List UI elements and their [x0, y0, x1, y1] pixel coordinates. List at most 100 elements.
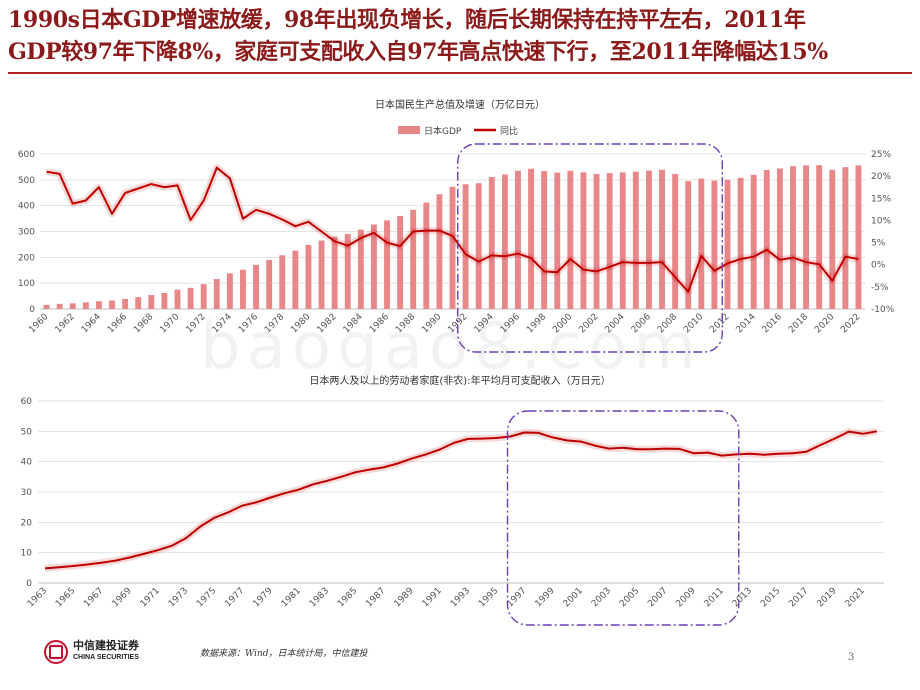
chart1-right-tick: -10% [871, 305, 895, 315]
chart2-title: 日本两人及以上的劳动者家庭(非农):年平均月可支配收入（万日元） [309, 374, 610, 387]
chart1-legend-bar-label: 日本GDP [424, 125, 462, 137]
headline-line-1: 1990s日本GDP增速放缓，98年出现负增长，随后长期保持在持平左右，2011… [8, 7, 806, 33]
chart2-x-tick: 2005 [618, 586, 641, 609]
chart1-bar [528, 168, 535, 309]
chart1-x-tick: 2014 [735, 312, 758, 335]
chart1-left-tick: 200 [18, 253, 35, 263]
chart1-bar [331, 236, 338, 309]
headline: 1990s日本GDP增速放缓，98年出现负增长，随后长期保持在持平左右，2011… [8, 4, 912, 68]
chart1-bar [240, 269, 246, 309]
chart2-y-tick: 30 [21, 488, 33, 498]
chart1-bar [226, 273, 233, 309]
chart2-x-tick: 1979 [252, 586, 275, 609]
chart1-x-tick: 2002 [577, 312, 600, 335]
chart1-x-tick: 1974 [211, 312, 234, 335]
page-number: 3 [848, 652, 855, 663]
chart1-x-tick: 1966 [106, 312, 129, 335]
chart1-bar [737, 177, 744, 309]
chart2-x-tick: 2007 [646, 586, 669, 609]
chart1-bar [475, 183, 482, 309]
chart1-bar [174, 289, 181, 309]
chart1-title: 日本国民生产总值及增速（万亿日元） [375, 98, 545, 111]
chart1-legend-line-label: 同比 [500, 125, 518, 137]
chart1-x-tick: 1994 [473, 312, 496, 335]
chart2-x-tick: 2015 [759, 586, 782, 609]
chart2-x-tick: 2001 [562, 586, 585, 609]
chart1-bar [659, 169, 665, 309]
chart1-bar [200, 284, 207, 309]
chart1-x-tick: 1996 [499, 312, 522, 335]
chart1-bar [161, 292, 168, 309]
chart2-x-tick: 2003 [590, 586, 613, 609]
chart1-bar [410, 209, 417, 309]
chart1-highlight-box [457, 143, 723, 353]
chart2-x-tick: 2013 [731, 586, 754, 609]
chart1-series-line [46, 166, 859, 293]
chart1-x-tick: 1998 [525, 312, 548, 335]
chart1-bar [567, 170, 574, 309]
chart1-bar [357, 229, 364, 309]
chart2-x-tick: 1981 [280, 586, 303, 609]
chart2-y-tick: 60 [21, 397, 33, 407]
chart1-bar [645, 170, 652, 309]
chart2-y-tick: 40 [21, 458, 33, 468]
chart1-x-tick: 2022 [839, 312, 862, 335]
chart1-x-tick: 1990 [420, 312, 443, 335]
chart1-bar [449, 186, 456, 309]
chart1-bar [724, 179, 731, 309]
headline-rule [8, 72, 912, 74]
chart2-x-tick: 1989 [393, 586, 416, 609]
chart1-bar [619, 172, 626, 309]
chart1-bar [541, 171, 548, 309]
chart1-bar [698, 178, 705, 309]
chart1-bar [305, 244, 312, 309]
chart1-x-tick: 1988 [394, 312, 417, 335]
chart2-x-tick: 1999 [534, 586, 557, 609]
chart1-x-tick: 1986 [368, 312, 391, 335]
chart2-x-tick: 2017 [787, 586, 810, 609]
chart1-x-tick: 1984 [342, 312, 365, 335]
logo-en-text: CHINA SECURITIES [73, 654, 139, 661]
chart1-bar [436, 194, 443, 309]
chart1-x-tick: 1970 [158, 312, 181, 335]
chart1-legend-bar-swatch [398, 126, 420, 134]
chart1-left-tick: 500 [18, 176, 35, 186]
company-logo: 中信建投证券 CHINA SECURITIES [44, 640, 139, 664]
data-source: 数据来源：Wind，日本统计局，中信建投 [200, 649, 368, 659]
chart2-x-tick: 1967 [82, 586, 105, 609]
chart2-y-tick: 50 [21, 427, 33, 437]
chart2-x-tick: 1971 [139, 586, 162, 609]
chart1-bar [554, 172, 561, 309]
chart2-y-tick: 0 [26, 579, 32, 589]
chart1-bar [488, 176, 495, 309]
chart1-x-tick: 1972 [185, 312, 208, 335]
chart1-bar [803, 165, 810, 309]
chart1-x-tick: 2012 [708, 312, 731, 335]
chart1-bar [292, 250, 299, 309]
chart2-y-tick: 20 [21, 518, 33, 528]
chart1-right-tick: 20% [871, 172, 891, 182]
chart1-bar [593, 173, 600, 309]
chart1-bar [344, 234, 351, 309]
chart2-x-tick: 1969 [111, 586, 134, 609]
chart2-x-tick: 1965 [54, 586, 77, 609]
watermark: baogao8.com [200, 310, 702, 384]
chart1-bar [69, 303, 76, 309]
chart1-bar [580, 172, 587, 309]
chart1-right-tick: 10% [871, 216, 891, 226]
chart1-bar [462, 184, 469, 309]
chart2-y-tick: 10 [21, 549, 33, 559]
chart1-x-tick: 2016 [761, 312, 784, 335]
chart2-highlight-box [506, 410, 740, 626]
chart1-bar [685, 181, 692, 309]
chart2-x-tick: 2019 [816, 586, 839, 609]
chart2-x-tick: 1973 [167, 586, 190, 609]
chart1-x-tick: 1960 [27, 312, 50, 335]
chart1-bar [279, 255, 286, 309]
chart1-bar [318, 240, 325, 309]
chart1-right-tick: 15% [871, 194, 891, 204]
logo-icon [44, 640, 68, 664]
chart2-line-glow [44, 427, 878, 572]
chart1-bar [266, 259, 273, 309]
chart1-bar [148, 295, 155, 309]
